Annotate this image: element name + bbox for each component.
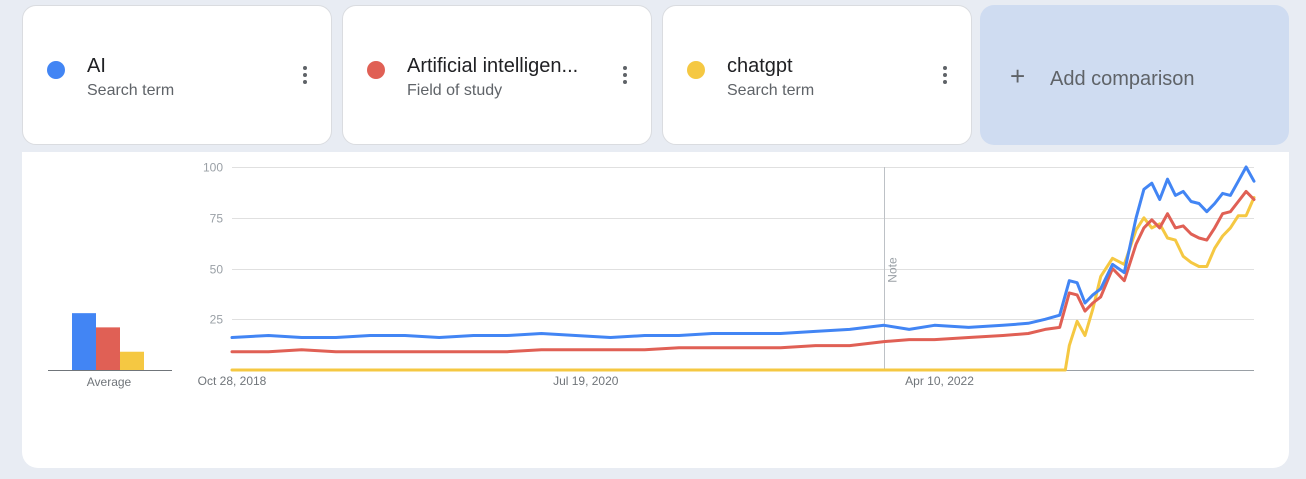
- y-tick-label-25: 25: [210, 313, 224, 327]
- average-bar-1: [72, 313, 96, 370]
- y-tick-label-100: 100: [203, 161, 223, 175]
- add-comparison-label: Add comparison: [1050, 68, 1195, 90]
- series-color-dot: [47, 61, 65, 79]
- y-tick-label-75: 75: [210, 212, 224, 226]
- note-label: Note: [886, 257, 900, 283]
- average-bar-3: [120, 351, 144, 370]
- term-card-chatgpt[interactable]: chatgpt Search term: [662, 5, 972, 145]
- term-name[interactable]: AI: [87, 55, 106, 77]
- more-vert-icon[interactable]: [941, 66, 949, 88]
- x-tick-label-2: Jul 19, 2020: [553, 374, 619, 388]
- line-chart: 25 50 75 100 Oct 28, 2018 Jul 19, 2020 Apr 10,…: [198, 161, 1256, 388]
- more-vert-icon[interactable]: [621, 66, 629, 88]
- average-bar-chart: Average: [48, 313, 172, 389]
- x-tick-label-1: Oct 28, 2018: [198, 374, 267, 388]
- term-name[interactable]: chatgpt: [727, 55, 793, 77]
- interest-over-time-panel: Average 25 50 75 100 Oct 28, 2018 Jul 19, 202…: [22, 152, 1289, 468]
- term-card-ai[interactable]: AI Search term: [22, 5, 332, 145]
- interest-over-time-chart: Average 25 50 75 100 Oct 28, 2018 Jul 19, 202…: [48, 161, 1256, 389]
- term-type: Search term: [87, 82, 175, 99]
- plus-icon: +: [1010, 61, 1026, 91]
- average-bar-2: [96, 327, 120, 370]
- term-name[interactable]: Artificial intelligen...: [407, 55, 579, 77]
- y-tick-label-50: 50: [210, 263, 224, 277]
- add-comparison-button[interactable]: + Add comparison: [980, 5, 1289, 145]
- series-line-chatgpt: [230, 196, 1256, 372]
- x-tick-label-3: Apr 10, 2022: [905, 374, 974, 388]
- series-line-ai: [230, 165, 1256, 339]
- series-line-artificial-intelligence: [230, 189, 1256, 354]
- term-card-artificial-intelligence[interactable]: Artificial intelligen... Field of study: [342, 5, 652, 145]
- term-type: Field of study: [407, 82, 503, 99]
- series-color-dot: [367, 61, 385, 79]
- term-type: Search term: [727, 82, 815, 99]
- more-vert-icon[interactable]: [301, 66, 309, 88]
- average-label: Average: [87, 375, 132, 389]
- series-color-dot: [687, 61, 705, 79]
